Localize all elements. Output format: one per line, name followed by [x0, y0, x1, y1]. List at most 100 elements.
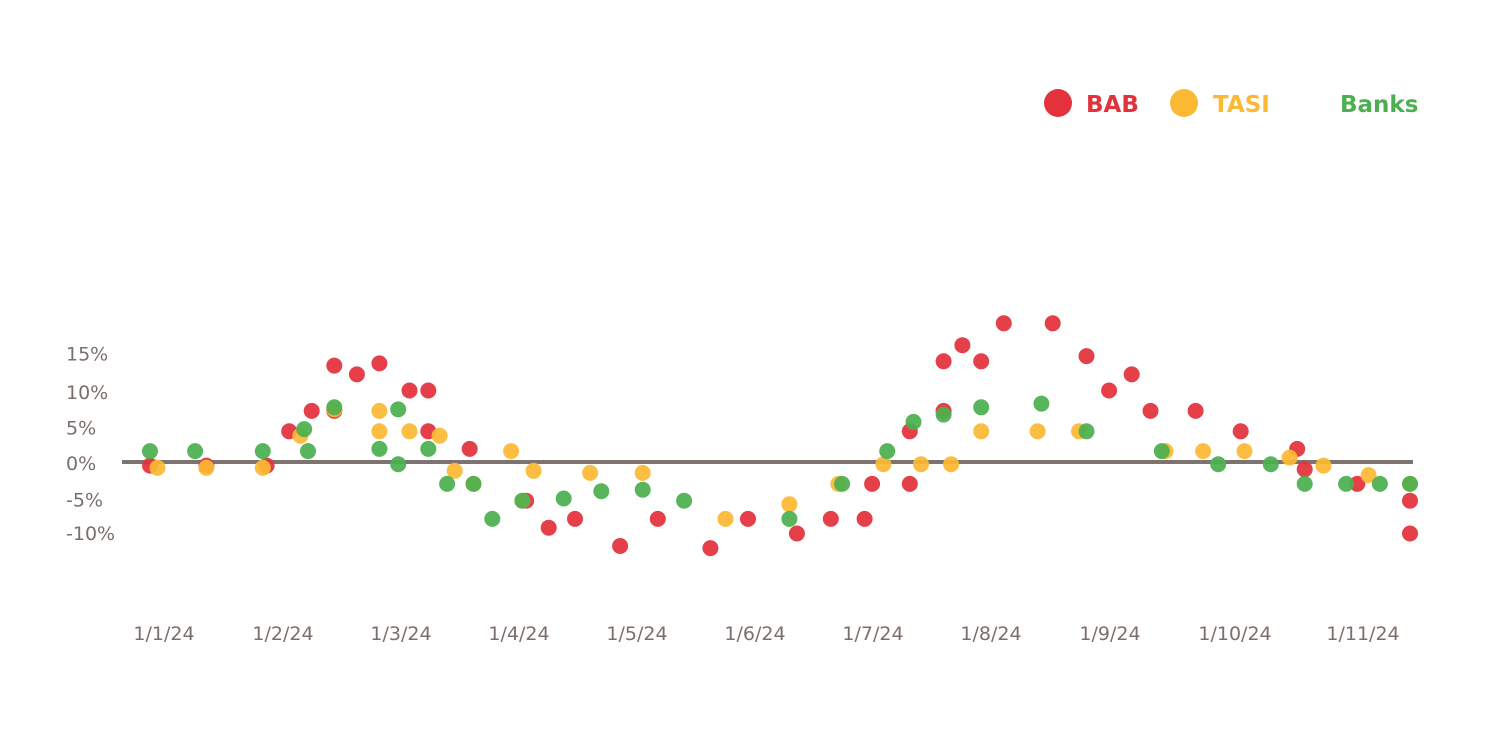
tasi-point	[781, 496, 798, 513]
bab-point	[1402, 492, 1418, 509]
x-tick-label: 1/2/24	[252, 623, 313, 645]
bab-point	[1142, 402, 1159, 419]
tasi-point	[634, 464, 651, 481]
bab-point	[1402, 525, 1418, 542]
y-tick-label: 0%	[66, 453, 96, 475]
tasi-point	[371, 423, 388, 440]
bab-point	[1349, 475, 1366, 492]
tasi-point	[401, 423, 418, 440]
bab-point	[1296, 461, 1313, 478]
banks-point	[1338, 475, 1355, 492]
bab-point	[649, 510, 666, 527]
legend: BAB TASI Banks	[1044, 89, 1418, 118]
banks-point	[439, 475, 456, 492]
banks-point	[935, 406, 952, 423]
y-axis-ticks: 15% 10% 5% 0% -5% -10%	[66, 344, 115, 546]
banks-point	[1033, 395, 1050, 412]
bab-point	[303, 402, 320, 419]
legend-label-bab: BAB	[1086, 92, 1139, 118]
banks-point	[296, 421, 313, 438]
tasi-point	[973, 423, 990, 440]
banks-point	[371, 440, 388, 457]
bab-point	[1101, 382, 1118, 399]
tasi-point	[371, 402, 388, 419]
banks-point	[390, 456, 407, 473]
bab-point	[740, 510, 756, 527]
y-tick-label: 5%	[66, 418, 96, 440]
tasi-point	[1315, 457, 1332, 474]
bab-point	[1044, 315, 1061, 332]
bab-point	[401, 382, 418, 399]
tasi-point	[875, 456, 892, 473]
banks-point	[973, 399, 990, 416]
bab-point	[567, 510, 583, 527]
tasi-point	[525, 462, 542, 479]
banks-point	[1262, 456, 1279, 473]
bab-point	[1078, 348, 1095, 365]
banks-point	[420, 440, 437, 457]
banks-point	[484, 510, 501, 527]
y-tick-label: 15%	[66, 344, 108, 366]
bab-point	[973, 353, 990, 370]
bab-point	[540, 519, 557, 536]
bab-point	[702, 540, 719, 557]
banks-point	[1371, 475, 1388, 492]
banks-point	[142, 443, 158, 460]
bab-point	[1232, 423, 1249, 440]
x-tick-label: 1/9/24	[1079, 623, 1140, 645]
tasi-point	[446, 462, 463, 479]
banks-point	[834, 475, 851, 492]
tasi-point	[431, 427, 448, 444]
banks-point	[254, 443, 271, 460]
bab-point	[326, 357, 343, 374]
x-tick-label: 1/6/24	[724, 623, 785, 645]
banks-point	[676, 492, 693, 509]
banks-point	[879, 443, 896, 460]
bab-point	[371, 355, 388, 372]
banks-point	[514, 492, 531, 509]
legend-label-banks: Banks	[1340, 92, 1418, 118]
banks-point	[634, 481, 651, 498]
bab-point	[461, 440, 478, 457]
tasi-point	[1029, 423, 1046, 440]
tasi-point	[149, 459, 166, 476]
x-tick-label: 1/10/24	[1198, 623, 1271, 645]
x-tick-label: 1/11/24	[1326, 623, 1399, 645]
banks-point	[390, 401, 407, 418]
banks-point	[1078, 423, 1095, 440]
tasi-point	[913, 456, 929, 473]
y-tick-label: 10%	[66, 382, 108, 404]
x-tick-label: 1/5/24	[606, 623, 667, 645]
banks-point	[1296, 475, 1313, 492]
banks-point	[465, 475, 482, 492]
y-tick-label: -5%	[66, 490, 103, 512]
tasi-point	[1281, 449, 1298, 466]
tasi-point	[198, 459, 215, 476]
banks-point	[1210, 456, 1227, 473]
banks-point	[593, 483, 610, 500]
banks-point	[326, 399, 343, 416]
bab-point	[822, 510, 839, 527]
banks-point	[187, 443, 204, 460]
legend-label-tasi: TASI	[1213, 92, 1270, 118]
banks-point	[1402, 475, 1418, 492]
bab-point	[788, 525, 805, 542]
tasi-point	[1360, 467, 1377, 484]
tasi-point	[943, 456, 960, 473]
bab-point	[348, 366, 365, 383]
x-axis-ticks: 1/1/24 1/2/24 1/3/24 1/4/24 1/5/24 1/6/24 1/7/…	[133, 623, 1399, 645]
tasi-point	[254, 459, 271, 476]
data-points	[142, 315, 1418, 557]
x-tick-label: 1/1/24	[133, 623, 194, 645]
bab-point	[995, 315, 1012, 332]
banks-point	[905, 413, 922, 430]
bab-point	[954, 337, 971, 354]
legend-dot-tasi	[1170, 89, 1198, 117]
tasi-point	[582, 464, 599, 481]
banks-point	[1153, 443, 1170, 460]
bab-point	[856, 510, 873, 527]
banks-point	[781, 510, 798, 527]
tasi-point	[1236, 443, 1253, 460]
x-tick-label: 1/7/24	[842, 623, 903, 645]
